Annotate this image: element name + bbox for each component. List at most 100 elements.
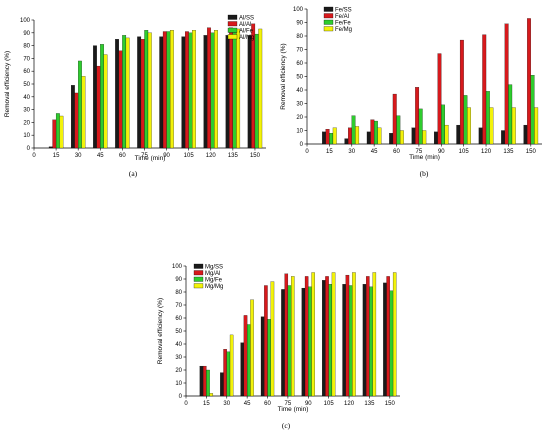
bar-al bbox=[118, 50, 123, 149]
y-tick-label: 10 bbox=[23, 133, 30, 139]
legend-swatch-al bbox=[323, 13, 334, 19]
x-tick-label: 60 bbox=[393, 149, 400, 155]
bar-al bbox=[284, 273, 289, 397]
legend-label: Al/Al bbox=[239, 22, 251, 28]
bar-mg bbox=[125, 37, 130, 149]
bar-ss bbox=[389, 133, 394, 145]
bar-ss bbox=[93, 45, 97, 149]
x-tick-label: 105 bbox=[324, 401, 335, 407]
bar-ss bbox=[362, 284, 367, 397]
y-tick-label: 30 bbox=[296, 102, 303, 108]
bar-ss bbox=[344, 138, 349, 145]
y-tick-label: 0 bbox=[179, 394, 183, 400]
bar-al bbox=[482, 34, 487, 145]
y-tick-label: 100 bbox=[20, 18, 31, 24]
bar-al bbox=[140, 39, 145, 149]
x-tick-label: 75 bbox=[141, 153, 148, 159]
bar-fe bbox=[226, 351, 231, 397]
bar-al bbox=[229, 27, 233, 149]
bar-fe bbox=[463, 95, 468, 145]
x-tick-label: 120 bbox=[344, 401, 355, 407]
bar-ss bbox=[322, 131, 326, 145]
bar-fe bbox=[374, 120, 378, 145]
bar-ss bbox=[70, 85, 75, 149]
bar-al bbox=[415, 87, 420, 145]
bar-fe bbox=[254, 33, 259, 149]
bar-ss bbox=[383, 282, 387, 397]
x-tick-label: 15 bbox=[203, 401, 210, 407]
x-tick-label: 105 bbox=[184, 153, 195, 159]
bar-al bbox=[185, 31, 189, 149]
bar-ss bbox=[240, 342, 245, 397]
bar-mg bbox=[372, 272, 377, 397]
x-tick-label: 135 bbox=[364, 401, 375, 407]
y-axis-label: Removal efficiency (%) bbox=[280, 43, 287, 109]
bar-al bbox=[74, 92, 79, 149]
bar-ss bbox=[203, 35, 208, 149]
bar-fe bbox=[232, 32, 237, 149]
bar-mg bbox=[81, 76, 86, 149]
x-tick-label: 105 bbox=[459, 149, 470, 155]
x-tick-label: 60 bbox=[119, 153, 126, 159]
legend-label: Fe/Fe bbox=[335, 20, 351, 26]
y-tick-label: 40 bbox=[296, 88, 303, 94]
bar-fe bbox=[166, 31, 171, 149]
chart-3: 0 10 20 30 40 50 60 70 80 90 100 0 15 30 45 60 75 90 105 12… bbox=[157, 263, 400, 430]
x-tick-label: 120 bbox=[206, 153, 217, 159]
bar-ss bbox=[478, 127, 483, 145]
legend-swatch-ss bbox=[323, 6, 334, 12]
x-tick-label: 0 bbox=[32, 153, 36, 159]
legend-label: Fe/Al bbox=[335, 14, 349, 20]
bar-al bbox=[96, 65, 101, 149]
bar-al bbox=[437, 53, 442, 145]
legend-swatch-al bbox=[227, 21, 238, 27]
bar-al bbox=[223, 349, 227, 397]
legend-label: Fe/SS bbox=[335, 7, 352, 13]
bar-ss bbox=[322, 280, 326, 397]
bar-fe bbox=[441, 104, 445, 145]
bar-fe bbox=[122, 35, 127, 149]
bar-mg bbox=[59, 115, 64, 149]
y-tick-label: 40 bbox=[23, 95, 30, 101]
x-tick-label: 120 bbox=[481, 149, 492, 155]
legend-label: Al/SS bbox=[239, 15, 254, 21]
y-tick-label: 80 bbox=[296, 34, 303, 40]
y-tick-label: 70 bbox=[175, 303, 182, 309]
bar-al bbox=[527, 18, 531, 145]
bar-mg bbox=[209, 393, 214, 397]
legend-swatch-fe bbox=[227, 27, 238, 33]
bar-mg bbox=[392, 272, 397, 397]
bar-al bbox=[202, 365, 207, 397]
x-tick-label: 150 bbox=[526, 149, 537, 155]
bar-ss bbox=[501, 130, 505, 145]
legend-label: Al/Mg bbox=[239, 35, 254, 41]
x-tick-label: 45 bbox=[244, 401, 251, 407]
legend-swatch-mg bbox=[323, 26, 334, 32]
legend-swatch-mg bbox=[227, 34, 238, 40]
bar-mg bbox=[467, 107, 471, 145]
bar-ss bbox=[411, 127, 416, 145]
y-tick-label: 80 bbox=[175, 290, 182, 296]
legend-swatch-fe bbox=[193, 276, 204, 282]
y-tick-label: 90 bbox=[296, 21, 303, 27]
bar-al bbox=[366, 276, 370, 397]
chart-2: 0 10 20 30 40 50 60 70 80 90 100 0 15 30 45 60 75 90 105 12… bbox=[280, 6, 542, 178]
bar-fe bbox=[287, 285, 292, 397]
bar-fe bbox=[389, 290, 394, 397]
bar-ss bbox=[137, 36, 142, 149]
bar-mg bbox=[511, 107, 516, 145]
x-tick-label: 150 bbox=[385, 401, 396, 407]
legend-swatch-al bbox=[193, 270, 204, 276]
y-tick-label: 50 bbox=[23, 82, 30, 88]
x-tick-label: 15 bbox=[53, 153, 60, 159]
y-tick-label: 20 bbox=[23, 120, 30, 126]
bar-al bbox=[386, 276, 390, 397]
x-tick-label: 45 bbox=[97, 153, 104, 159]
bar-fe bbox=[308, 286, 312, 397]
bar-ss bbox=[366, 131, 371, 145]
bar-mg bbox=[103, 54, 108, 149]
